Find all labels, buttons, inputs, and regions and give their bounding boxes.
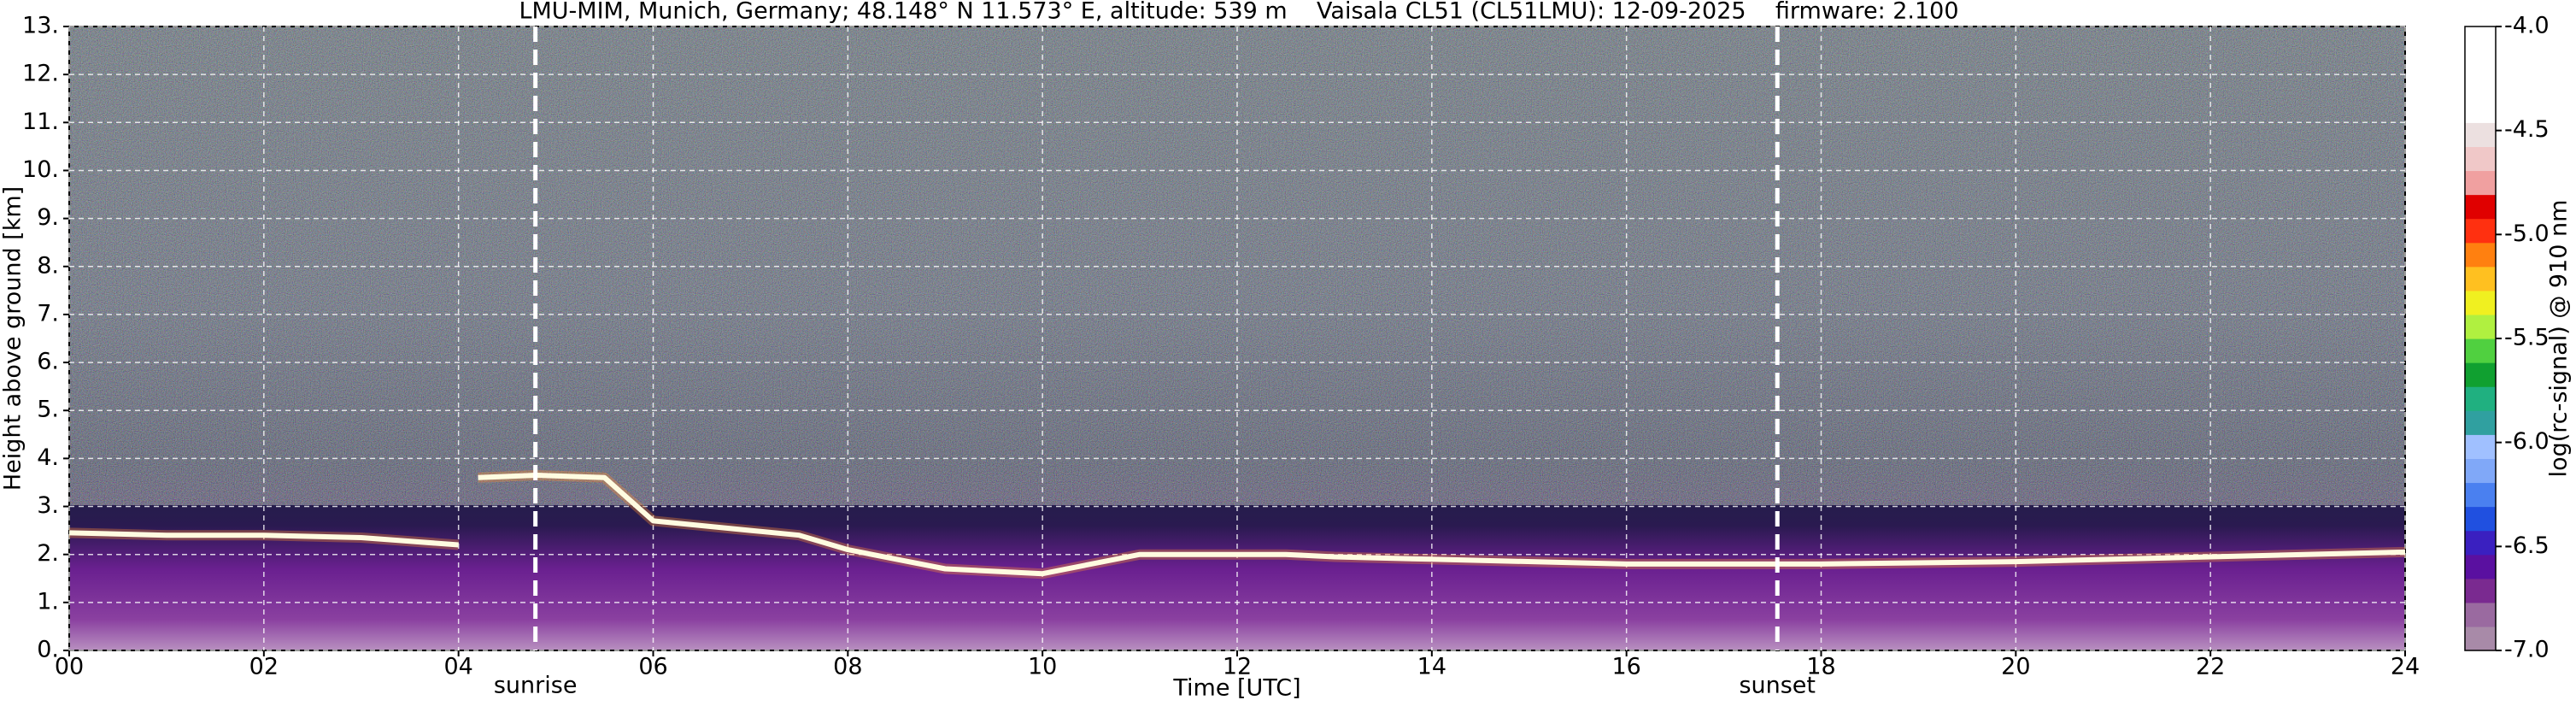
chart-title: LMU-MIM, Munich, Germany; 48.148° N 11.5… [519,0,1958,25]
x-tick-label: 16 [1611,654,1640,680]
colorbar-label: log(rc-signal) @ 910 nm [2546,200,2573,478]
colorbar-segment [2465,626,2496,651]
x-tick-label: 02 [249,654,279,680]
y-tick-label: 3. [37,492,59,519]
y-tick-label: 1. [37,588,59,615]
colorbar-segment [2465,578,2496,603]
colorbar-segment [2465,338,2496,363]
x-tick-label: 14 [1417,654,1446,680]
y-tick-label: 10. [22,156,59,183]
colorbar-tick-label: -4.5 [2504,116,2550,143]
colorbar-segment [2465,98,2496,123]
y-tick-label: 8. [37,252,59,279]
colorbar-segment [2465,242,2496,268]
y-tick-label: 2. [37,540,59,567]
y-tick-label: 6. [37,349,59,375]
colorbar-segment [2465,458,2496,484]
colorbar-segment [2465,602,2496,627]
colorbar-segment [2465,26,2496,51]
x-tick-label: 06 [638,654,667,680]
colorbar-segment [2465,362,2496,387]
event-label: sunset [1739,673,1816,699]
colorbar-segment [2465,410,2496,435]
colorbar-segment [2465,266,2496,291]
y-tick-label: 7. [37,300,59,327]
x-tick-label: 10 [1028,654,1057,680]
colorbar-segment [2465,290,2496,315]
colorbar-segment [2465,554,2496,580]
colorbar-tick-label: -5.0 [2504,221,2550,247]
colorbar-segment [2465,434,2496,459]
colorbar-segment [2465,506,2496,532]
colorbar-tick-label: -7.0 [2504,637,2550,663]
colorbar-segment [2465,146,2496,172]
y-tick-label: 4. [37,444,59,471]
y-tick-label: 13. [22,13,59,39]
y-tick-label: 9. [37,204,59,231]
y-tick-label: 11. [22,109,59,135]
colorbar-segment [2465,530,2496,556]
x-tick-label: 24 [2391,654,2420,680]
x-axis-label: Time [UTC] [1172,675,1300,702]
x-tick-label: 20 [2001,654,2030,680]
colorbar-tick-label: -4.0 [2504,13,2550,39]
y-axis-label: Height above ground [km] [0,186,26,491]
x-tick-label: 22 [2196,654,2225,680]
x-tick-label: 18 [1806,654,1835,680]
colorbar-segment [2465,50,2496,75]
colorbar-segment [2465,218,2496,244]
x-tick-label: 12 [1223,654,1252,680]
colorbar-tick-label: -6.5 [2504,532,2550,559]
colorbar-segment [2465,194,2496,220]
colorbar-segment [2465,482,2496,508]
event-label: sunrise [494,673,578,699]
colorbar-segment [2465,314,2496,339]
colorbar-segment [2465,122,2496,147]
y-tick-label: 12. [22,61,59,87]
y-tick-label: 5. [37,397,59,423]
colorbar-segment [2465,386,2496,411]
colorbar-tick-label: -5.5 [2504,325,2550,351]
x-tick-label: 08 [833,654,862,680]
colorbar-segment [2465,170,2496,196]
colorbar-tick-label: -6.0 [2504,428,2550,455]
x-tick-label: 00 [55,654,84,680]
y-tick-label: 0. [37,637,59,663]
cloud-layer-line [68,473,2406,577]
colorbar-segment [2465,74,2496,99]
x-tick-label: 04 [443,654,472,680]
